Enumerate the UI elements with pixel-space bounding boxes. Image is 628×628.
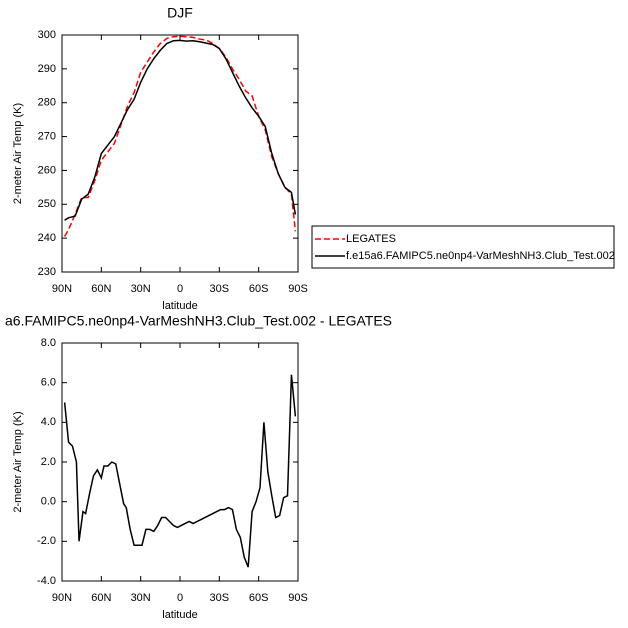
x-tick-label: 60S	[249, 283, 269, 295]
legend-label: f.e15a6.FAMIPC5.ne0np4-VarMeshNH3.Club_T…	[346, 250, 615, 262]
data-line	[63, 35, 297, 237]
chart-title: a6.FAMIPC5.ne0np4-VarMeshNH3.Club_Test.0…	[5, 313, 392, 329]
x-axis-label: latitude	[162, 609, 197, 621]
y-tick-label: -2.0	[37, 535, 56, 547]
x-tick-label: 30N	[131, 592, 151, 604]
y-tick-label: 0.0	[41, 496, 56, 508]
y-tick-label: 230	[38, 266, 56, 278]
data-line	[64, 39, 297, 221]
y-tick-label: 260	[38, 164, 56, 176]
x-tick-label: 30S	[210, 283, 230, 295]
x-tick-label: 30N	[131, 283, 151, 295]
legend-box	[311, 225, 615, 269]
legend-label: LEGATES	[346, 233, 396, 245]
y-tick-label: 240	[38, 232, 56, 244]
y-tick-label: 4.0	[41, 416, 56, 428]
y-tick-label: 270	[38, 130, 56, 142]
x-tick-label: 90N	[52, 283, 72, 295]
y-tick-label: 300	[38, 29, 56, 41]
y-tick-label: -4.0	[37, 575, 56, 587]
x-tick-label: 90S	[288, 283, 308, 295]
x-tick-label: 90S	[288, 592, 308, 604]
x-tick-label: 60N	[91, 592, 111, 604]
y-tick-label: 250	[38, 198, 56, 210]
chart-title: DJF	[167, 5, 193, 21]
x-tick-label: 0	[177, 592, 183, 604]
data-line	[63, 374, 297, 568]
y-tick-label: 6.0	[41, 377, 56, 389]
plot-frame	[61, 34, 299, 273]
x-tick-label: 60S	[249, 592, 269, 604]
y-tick-label: 2.0	[41, 456, 56, 468]
y-axis-label: 2-meter Air Temp (K)	[12, 411, 24, 512]
y-tick-label: 280	[38, 97, 56, 109]
x-axis-label: latitude	[162, 300, 197, 312]
plot-frame	[61, 342, 299, 582]
y-axis-label: 2-meter Air Temp (K)	[12, 103, 24, 204]
x-tick-label: 0	[177, 283, 183, 295]
x-tick-label: 90N	[52, 592, 72, 604]
x-tick-label: 30S	[210, 592, 230, 604]
y-tick-label: 8.0	[41, 337, 56, 349]
x-tick-label: 60N	[91, 283, 111, 295]
y-tick-label: 290	[38, 63, 56, 75]
